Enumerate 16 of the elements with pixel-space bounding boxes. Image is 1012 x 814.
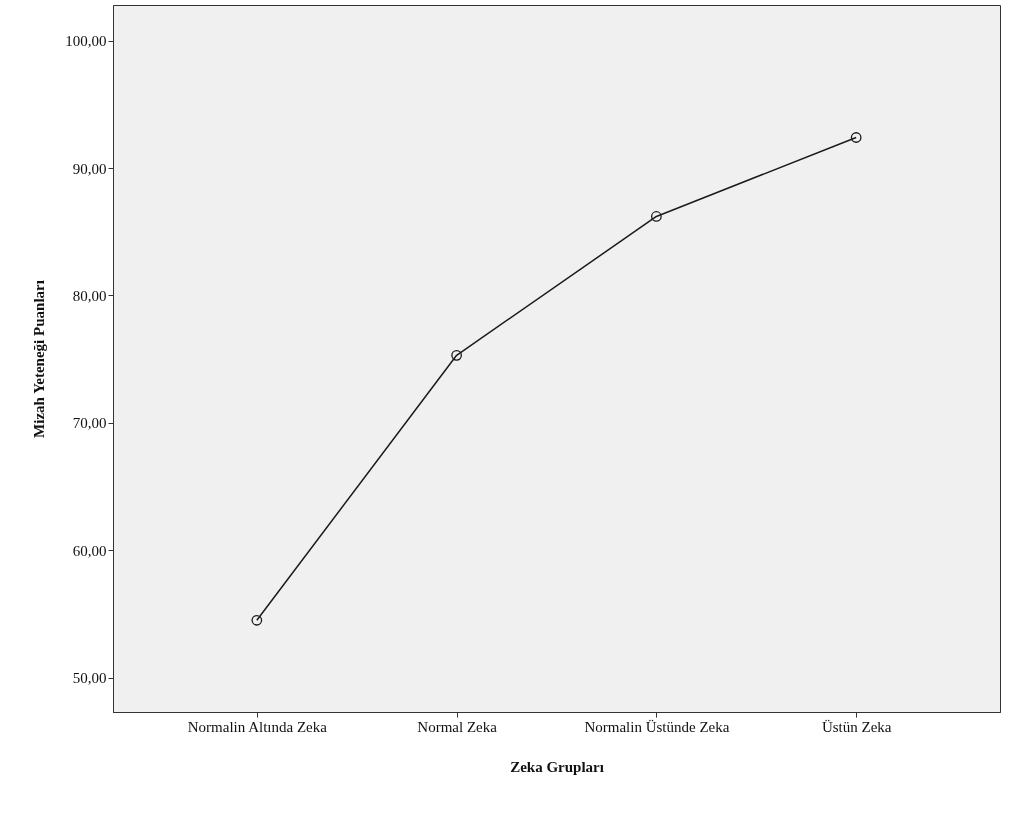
x-tick-label: Normalin Üstünde Zeka: [584, 718, 730, 735]
y-tick-label: 90,00: [72, 160, 107, 177]
y-axis-title: Mizah Yeteneği Puanları: [31, 280, 48, 438]
y-tick-label: 70,00: [72, 415, 107, 432]
x-tick-label: Üstün Zeka: [821, 718, 892, 735]
x-axis-title: Zeka Grupları: [510, 758, 604, 775]
y-tick-label: 50,00: [72, 670, 107, 687]
point: [650, 211, 662, 222]
y-tick-label: 100,00: [65, 33, 107, 50]
x-tick-label: Normalin Altında Zeka: [187, 718, 328, 735]
point: [451, 349, 463, 361]
point: [251, 614, 263, 626]
y-tick-label: 80,00: [72, 287, 107, 304]
point: [850, 132, 862, 143]
y-tick-label: 60,00: [72, 542, 107, 559]
x-tick-label: Normal Zeka: [417, 718, 498, 735]
